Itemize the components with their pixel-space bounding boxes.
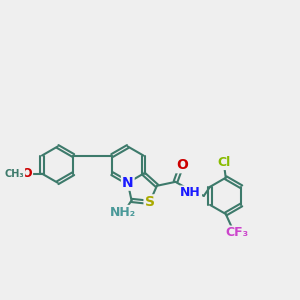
Text: O: O <box>176 158 188 172</box>
Text: O: O <box>22 167 32 180</box>
Text: Cl: Cl <box>218 156 231 169</box>
Text: NH: NH <box>180 186 201 200</box>
Text: S: S <box>145 195 154 209</box>
Text: NH₂: NH₂ <box>110 206 136 219</box>
Text: CF₃: CF₃ <box>225 226 248 239</box>
Text: CH₃: CH₃ <box>5 169 24 179</box>
Text: N: N <box>122 176 134 190</box>
